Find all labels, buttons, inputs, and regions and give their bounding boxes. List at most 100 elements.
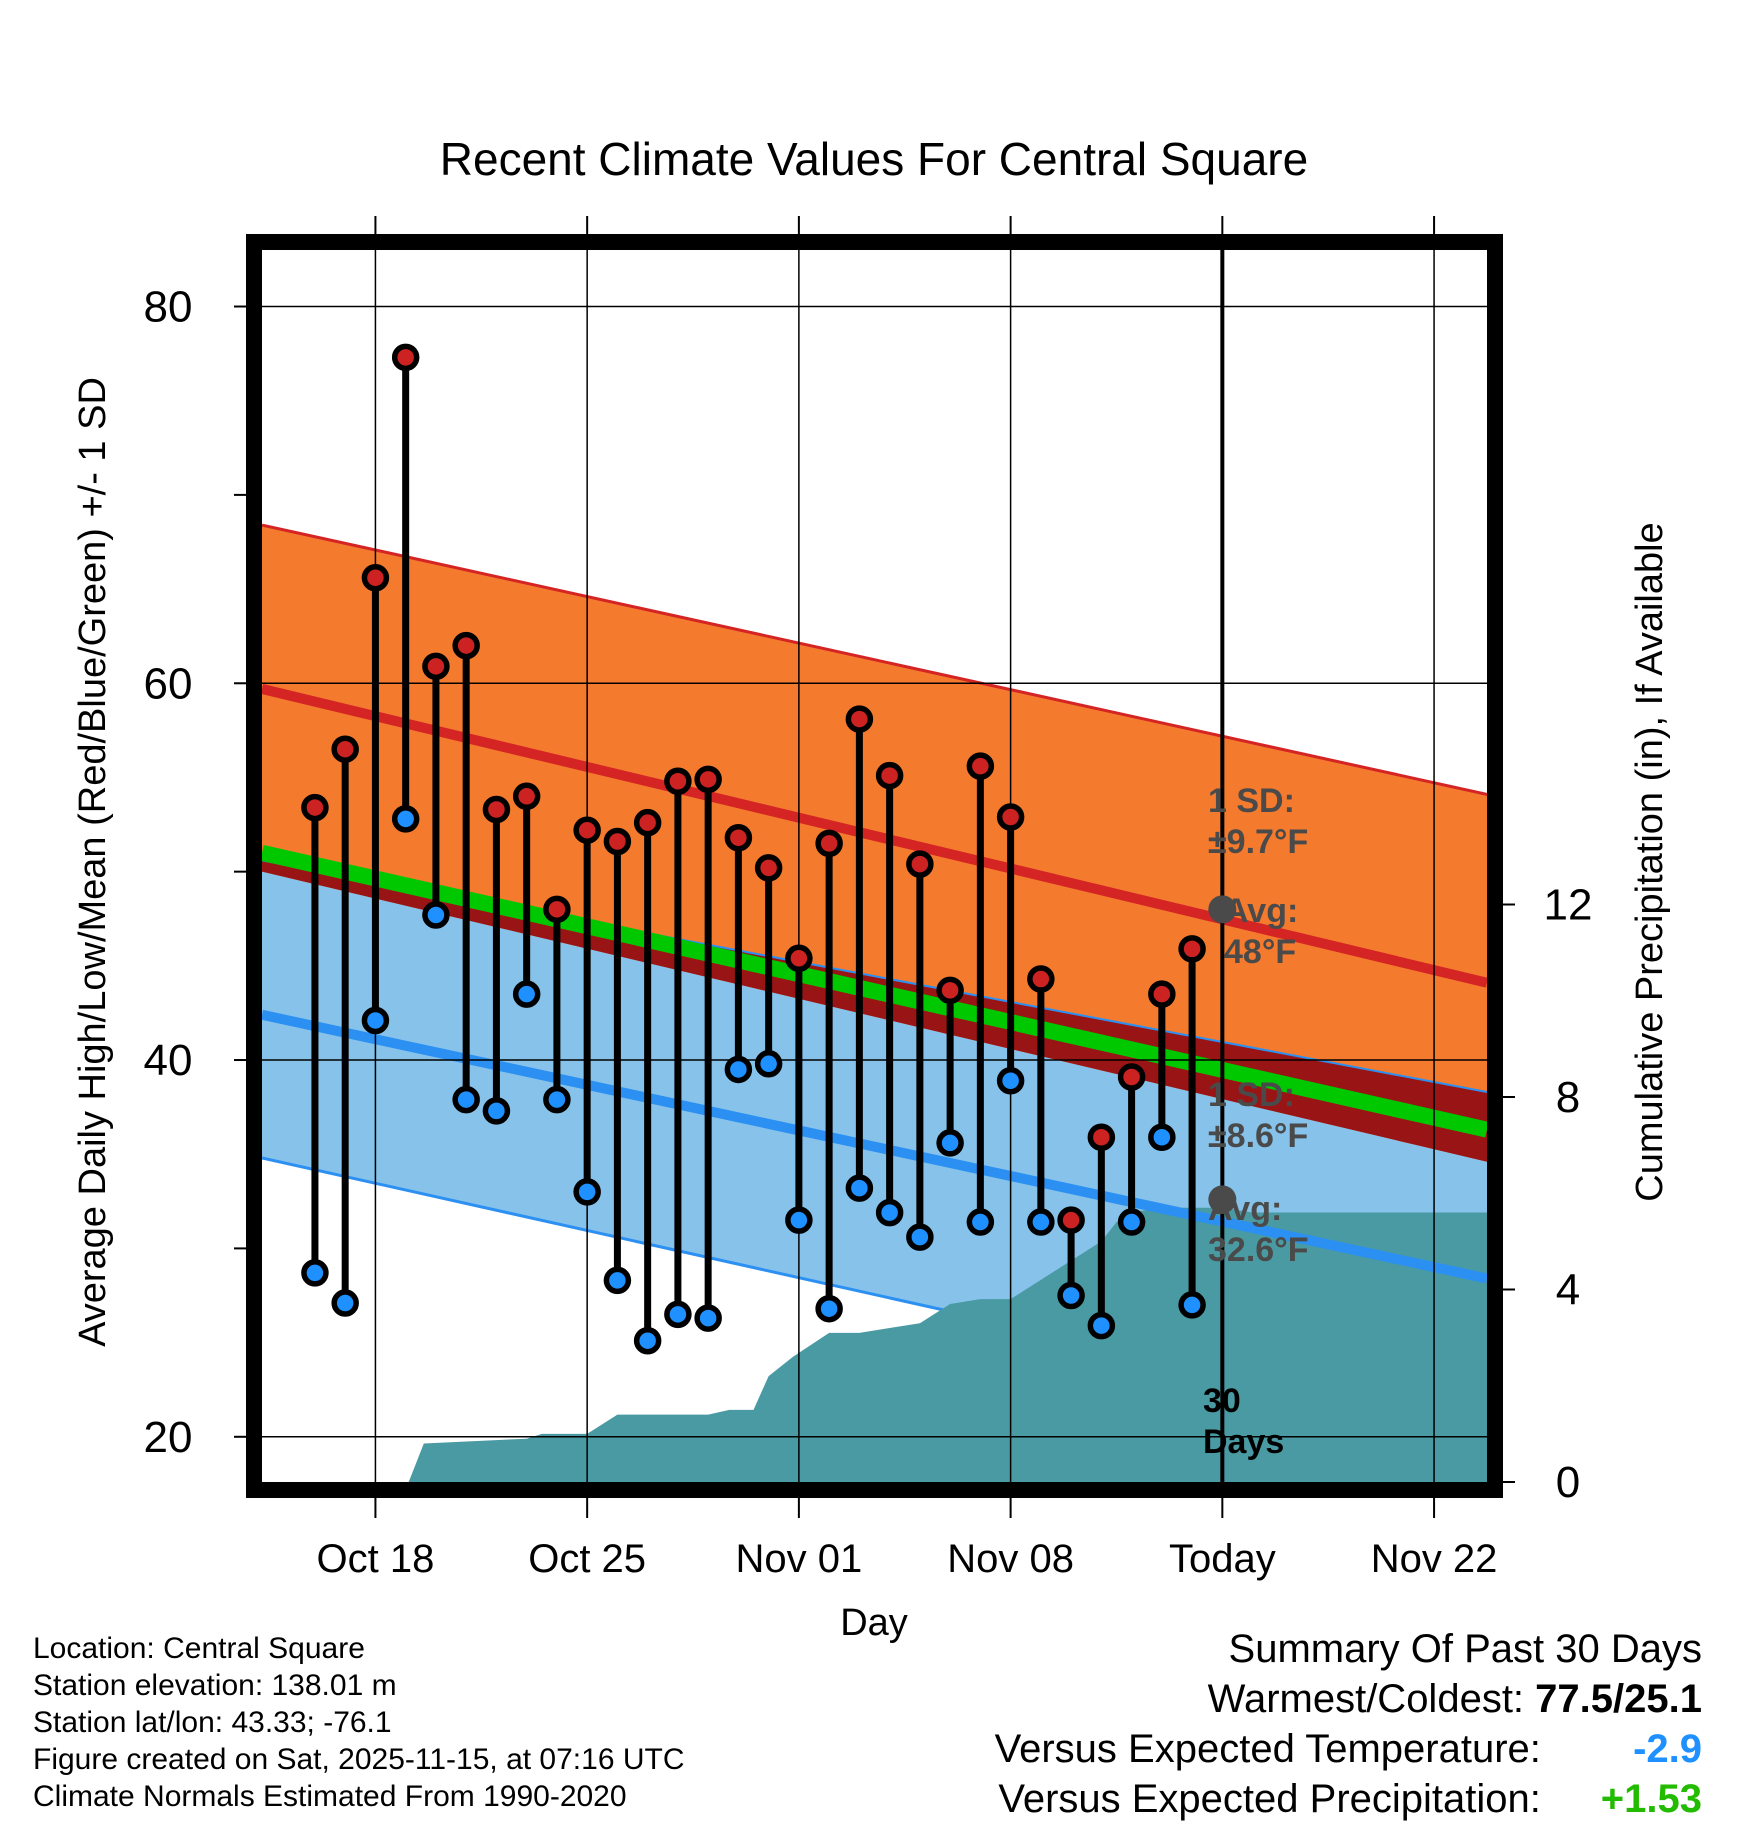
high-temp-point <box>875 761 904 790</box>
low-temp-point <box>1148 1123 1176 1152</box>
precip-anomaly-value: +1.53 <box>1600 1777 1702 1821</box>
high-avg-annotation: Avg: 48°F <box>1224 892 1298 971</box>
low-avg-annotation-line: Avg: <box>1208 1190 1282 1228</box>
summary-precip-row: Versus Expected Precipitation: +1.53 <box>995 1774 1702 1824</box>
high-temp-point <box>301 793 329 822</box>
plot-frame <box>246 234 1503 1498</box>
summary-panel: Summary Of Past 30 Days Warmest/Coldest:… <box>995 1624 1702 1824</box>
high-temp-point <box>633 808 662 837</box>
high-temp-point <box>815 829 843 858</box>
y-tick-label: 60 <box>144 659 193 708</box>
low-temp-point <box>452 1085 480 1114</box>
location-text: Location: Central Square <box>33 1632 365 1665</box>
low-temp-point <box>1087 1311 1116 1340</box>
temp-anomaly-label: Versus Expected Temperature: <box>994 1727 1541 1771</box>
y-tick-label: 40 <box>144 1036 193 1085</box>
high-temp-point <box>966 752 995 780</box>
high-temp-point <box>754 854 783 882</box>
high-temp-point <box>785 944 813 973</box>
low-sd-annotation-line: 1 SD: <box>1208 1076 1295 1114</box>
high-temp-point <box>936 976 964 1005</box>
high-temp-point <box>906 850 934 878</box>
y2-tick-label: 4 <box>1556 1266 1580 1315</box>
x-tick-label: Oct 18 <box>317 1537 435 1581</box>
today-avg-high-marker <box>1208 895 1237 924</box>
x-tick-label: Today <box>1169 1537 1276 1581</box>
latlon-text: Station lat/lon: 43.33; -76.1 <box>33 1706 392 1739</box>
high-temp-point <box>664 767 692 795</box>
low-temp-point <box>815 1294 843 1323</box>
high-temp-point <box>422 652 450 681</box>
y2-tick-label: 12 <box>1544 881 1593 930</box>
high-temp-point <box>512 782 541 811</box>
x-tick-label: Oct 25 <box>528 1537 646 1581</box>
low-temp-point <box>875 1198 904 1227</box>
chart-title: Recent Climate Values For Central Square <box>440 133 1308 185</box>
high-temp-point <box>996 803 1025 831</box>
high-sd-annotation-line: 1 SD: <box>1208 782 1295 820</box>
low-temp-point <box>754 1050 783 1078</box>
x-tick-label: Nov 01 <box>736 1537 863 1581</box>
low-temp-point <box>785 1206 813 1234</box>
days-count-annotation: 30 Days <box>1203 1382 1284 1461</box>
low-temp-point <box>936 1129 964 1157</box>
high-sd-band <box>262 525 1487 1162</box>
high-temp-point <box>573 816 601 844</box>
low-temp-point <box>966 1208 995 1236</box>
y-tick-label: 80 <box>144 283 193 332</box>
high-avg-annotation-line: 48°F <box>1224 933 1296 971</box>
today-avg-low-marker <box>1208 1185 1237 1214</box>
summary-warmest-row: Warmest/Coldest: 77.5/25.1 <box>995 1674 1702 1724</box>
x-axis-label: Day <box>840 1602 908 1644</box>
high-temp-point <box>391 343 420 372</box>
low-sd-annotation-line: ±8.6°F <box>1208 1117 1308 1155</box>
low-sd-annotation: 1 SD: ±8.6°F <box>1208 1076 1308 1155</box>
summary-title: Summary Of Past 30 Days <box>1228 1627 1702 1671</box>
low-temp-point <box>391 805 420 833</box>
high-temp-point <box>482 795 511 824</box>
high-temp-point <box>724 823 753 852</box>
low-avg-annotation-line: 32.6°F <box>1208 1231 1309 1269</box>
high-temp-point <box>603 827 632 856</box>
temp-anomaly-value: -2.9 <box>1633 1727 1702 1771</box>
low-temp-point <box>694 1304 722 1332</box>
high-sd-annotation: 1 SD: ±9.7°F <box>1208 782 1308 861</box>
high-temp-point <box>1117 1063 1146 1091</box>
high-temp-point <box>845 705 874 733</box>
low-temp-point <box>422 901 450 929</box>
x-tick-label: Nov 22 <box>1371 1537 1498 1581</box>
low-temp-point <box>1057 1281 1085 1310</box>
low-temp-point <box>1117 1208 1146 1236</box>
low-temp-point <box>331 1289 359 1317</box>
high-temp-point <box>361 564 390 592</box>
high-temp-point <box>694 765 722 794</box>
low-temp-point <box>1178 1291 1206 1319</box>
high-temp-point <box>1027 965 1055 993</box>
low-temp-point <box>301 1259 329 1287</box>
y2-tick-label: 0 <box>1556 1458 1580 1507</box>
high-temp-point <box>331 735 359 763</box>
y2-axis-label: Cumulative Precipitation (in), If Availa… <box>1629 522 1671 1201</box>
low-temp-point <box>361 1006 390 1035</box>
low-temp-point <box>482 1097 511 1125</box>
high-temp-point <box>1148 980 1176 1008</box>
low-temp-point <box>664 1300 692 1329</box>
band-overlap <box>262 860 1487 1162</box>
normals-text: Climate Normals Estimated From 1990-2020 <box>33 1780 627 1813</box>
low-temp-point <box>603 1266 632 1295</box>
elevation-text: Station elevation: 138.01 m <box>33 1669 397 1702</box>
high-temp-point <box>1178 935 1206 963</box>
high-temp-point <box>1087 1123 1116 1152</box>
y-tick-label: 20 <box>144 1413 193 1462</box>
precip-anomaly-label: Versus Expected Precipitation: <box>998 1777 1541 1821</box>
low-temp-point <box>633 1326 662 1355</box>
high-temp-point <box>543 895 571 924</box>
high-avg-annotation-line: Avg: <box>1224 892 1298 930</box>
low-temp-point <box>1027 1208 1055 1236</box>
days-count-annotation-line: Days <box>1203 1423 1284 1461</box>
low-temp-point <box>845 1174 874 1202</box>
low-temp-point <box>512 980 541 1008</box>
y-axis-label: Average Daily High/Low/Mean (Red/Blue/Gr… <box>72 377 114 1347</box>
low-temp-point <box>543 1085 571 1114</box>
